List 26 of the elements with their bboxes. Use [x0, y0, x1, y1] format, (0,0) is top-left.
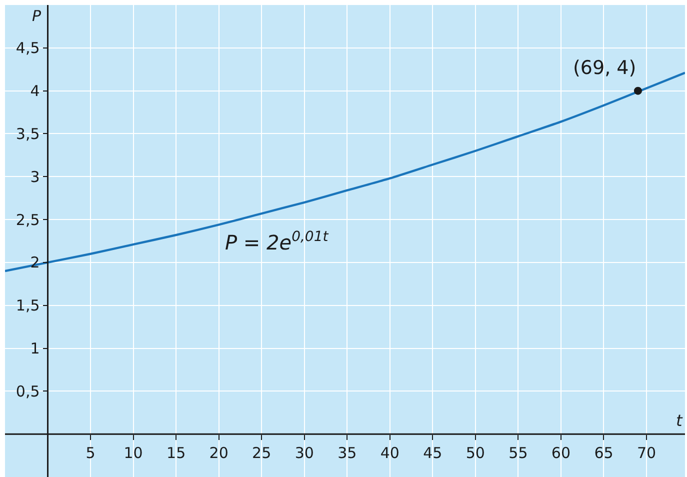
x-tick-label: 35 [338, 444, 357, 462]
y-tick-label: 0,5 [16, 382, 40, 400]
x-tick-label: 25 [252, 444, 272, 462]
x-tick-label: 15 [166, 444, 186, 462]
x-tick-label: 30 [294, 444, 314, 462]
x-tick-label: 20 [209, 444, 228, 462]
x-tick-label: 55 [508, 444, 528, 462]
y-tick-label: 1 [30, 340, 40, 358]
x-tick-label: 5 [86, 444, 96, 462]
x-tick-label: 60 [551, 444, 571, 462]
annotation: (69, 4) [573, 57, 636, 79]
y-tick-label: 3,5 [16, 124, 40, 143]
y-tick-label: 2,5 [16, 210, 40, 229]
annotation: P = 2e$^{0,01t}$ [225, 229, 329, 254]
y-axis-title: P [32, 7, 42, 25]
y-tick-label: 1,5 [16, 296, 40, 315]
y-tick-label: 4 [30, 82, 40, 100]
x-tick-label: 50 [466, 444, 485, 462]
x-tick-label: 45 [423, 444, 442, 462]
x-tick-label: 40 [380, 444, 400, 462]
x-axis-title: t [676, 411, 683, 430]
y-tick-label: 4,5 [16, 39, 40, 58]
x-tick-label: 10 [124, 444, 143, 462]
y-tick-label: 3 [30, 168, 40, 186]
x-tick-label: 70 [636, 444, 656, 462]
x-tick-label: 65 [594, 444, 614, 462]
